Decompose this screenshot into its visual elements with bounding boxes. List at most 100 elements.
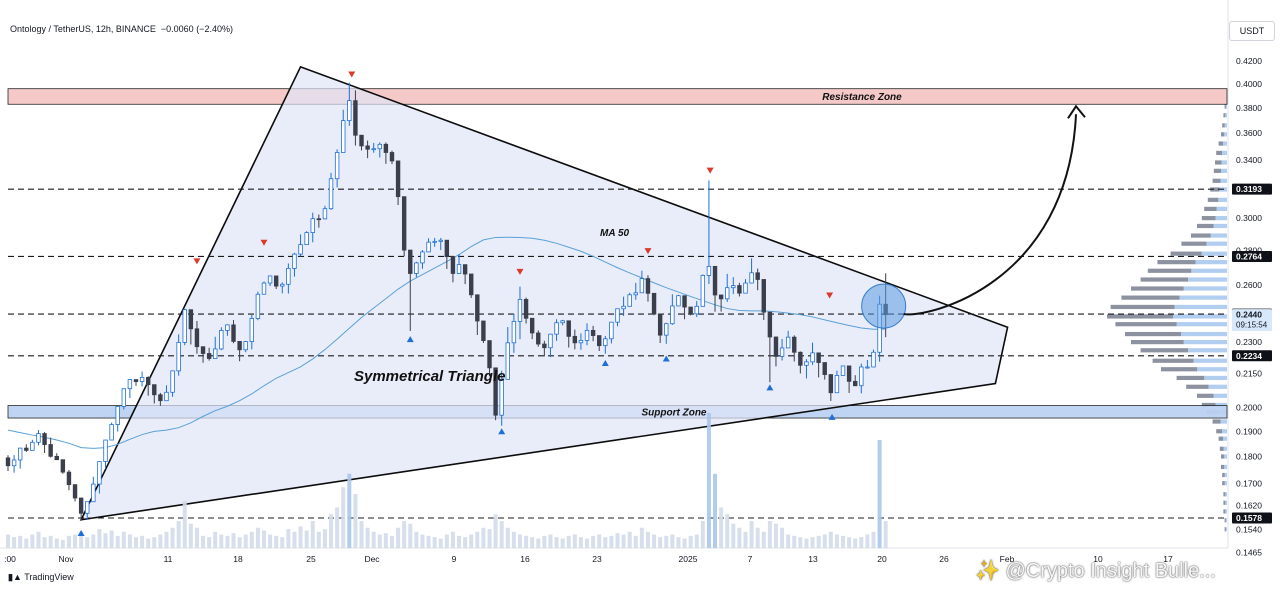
volume-bar bbox=[48, 535, 53, 548]
candle-body bbox=[243, 341, 248, 351]
candle bbox=[359, 134, 364, 151]
volume-profile-bar-sell bbox=[1107, 314, 1173, 319]
volume-bar bbox=[517, 534, 522, 548]
candle-body bbox=[718, 294, 724, 300]
candle-body bbox=[462, 264, 468, 275]
price-badge bbox=[1232, 350, 1272, 362]
candle-body bbox=[566, 320, 571, 337]
volume-bar bbox=[6, 534, 10, 548]
candle bbox=[529, 317, 535, 340]
volume-profile-bar-sell bbox=[1216, 429, 1223, 434]
candle-body bbox=[121, 388, 127, 407]
price-badge bbox=[1232, 183, 1272, 195]
volume-profile-bar-buy bbox=[1176, 322, 1227, 327]
candle-body bbox=[859, 366, 864, 387]
candle-body bbox=[152, 384, 157, 396]
volume-profile-bar-buy bbox=[1225, 509, 1227, 514]
volume-profile-bar-sell bbox=[1212, 178, 1221, 183]
candle bbox=[523, 297, 529, 324]
candle bbox=[511, 313, 517, 353]
volume-bar bbox=[286, 529, 291, 548]
volume-bar bbox=[773, 523, 778, 548]
volume-bar bbox=[268, 534, 273, 548]
candle-body bbox=[54, 455, 59, 461]
volume-bar bbox=[621, 534, 626, 548]
candle bbox=[572, 329, 578, 350]
volume-bar bbox=[73, 534, 78, 548]
candle bbox=[731, 277, 736, 295]
candle-body bbox=[60, 459, 66, 473]
tradingview-icon: ▮▲ bbox=[8, 572, 22, 582]
candle bbox=[657, 313, 663, 344]
volume-bar bbox=[127, 534, 132, 548]
candle bbox=[737, 282, 742, 297]
candle-body bbox=[377, 143, 382, 150]
candle bbox=[670, 294, 675, 325]
candle bbox=[475, 294, 480, 335]
volume-profile-bar-buy bbox=[1195, 260, 1227, 265]
candle bbox=[103, 439, 108, 469]
volume-profile-bar-sell bbox=[1131, 286, 1184, 291]
candle-body bbox=[444, 239, 450, 258]
candle bbox=[255, 291, 261, 321]
volume-bar bbox=[365, 527, 370, 548]
volume-profile-bar-sell bbox=[1224, 518, 1226, 523]
volume-bar bbox=[841, 535, 846, 548]
candle-body bbox=[334, 152, 340, 180]
candle bbox=[828, 374, 834, 401]
price-badge-label: 0.1578 bbox=[1236, 513, 1262, 523]
candle bbox=[438, 237, 443, 251]
pivot-low-marker bbox=[662, 355, 670, 362]
candle bbox=[341, 109, 346, 153]
volume-bar bbox=[670, 534, 675, 548]
volume-bar bbox=[578, 537, 583, 548]
candle-body bbox=[383, 143, 389, 153]
candle bbox=[676, 294, 681, 307]
candle bbox=[371, 142, 376, 153]
symbol-header: Ontology / TetherUS, 12h, BINANCE −0.006… bbox=[10, 24, 233, 34]
volume-bar bbox=[402, 521, 407, 548]
candle-body bbox=[664, 323, 669, 336]
volume-bar bbox=[389, 535, 394, 548]
candle-body bbox=[792, 336, 797, 353]
volume-profile-bar-sell bbox=[1147, 268, 1192, 273]
volume-bar bbox=[316, 531, 321, 548]
volume-profile-bar-sell bbox=[1223, 113, 1226, 118]
candle bbox=[456, 254, 462, 274]
pivot-low-marker bbox=[828, 413, 836, 420]
candle bbox=[261, 281, 267, 295]
candle bbox=[322, 205, 328, 220]
candle-body bbox=[798, 351, 803, 366]
volume-bar bbox=[353, 494, 358, 548]
volume-bar bbox=[487, 529, 492, 548]
candle bbox=[798, 351, 803, 374]
volume-bar bbox=[731, 523, 736, 548]
candle-body bbox=[11, 459, 17, 467]
volume-profile-bar-buy bbox=[1220, 419, 1227, 424]
candle-body bbox=[700, 275, 706, 307]
candle bbox=[718, 294, 724, 312]
candle bbox=[127, 379, 133, 398]
currency-button[interactable]: USDT bbox=[1229, 21, 1275, 41]
candle-body bbox=[584, 329, 590, 341]
volume-profile-bar-buy bbox=[1224, 132, 1227, 137]
x-tick-label: Feb bbox=[1000, 554, 1015, 564]
candle bbox=[170, 370, 175, 397]
volume-bar bbox=[877, 440, 882, 548]
volume-profile-bar-sell bbox=[1125, 331, 1182, 337]
candle-body bbox=[731, 285, 736, 289]
candle bbox=[773, 336, 779, 367]
volume-bar bbox=[645, 531, 650, 548]
volume-bar bbox=[18, 535, 23, 548]
candle-body bbox=[219, 329, 224, 350]
candle bbox=[871, 349, 876, 368]
candle bbox=[853, 375, 858, 387]
volume-bar bbox=[12, 537, 17, 548]
candle-body bbox=[365, 145, 370, 150]
candle bbox=[182, 308, 187, 346]
candle-body bbox=[670, 305, 675, 325]
candle-body bbox=[249, 318, 254, 343]
candle-body bbox=[97, 461, 102, 485]
candle-body bbox=[267, 275, 273, 284]
